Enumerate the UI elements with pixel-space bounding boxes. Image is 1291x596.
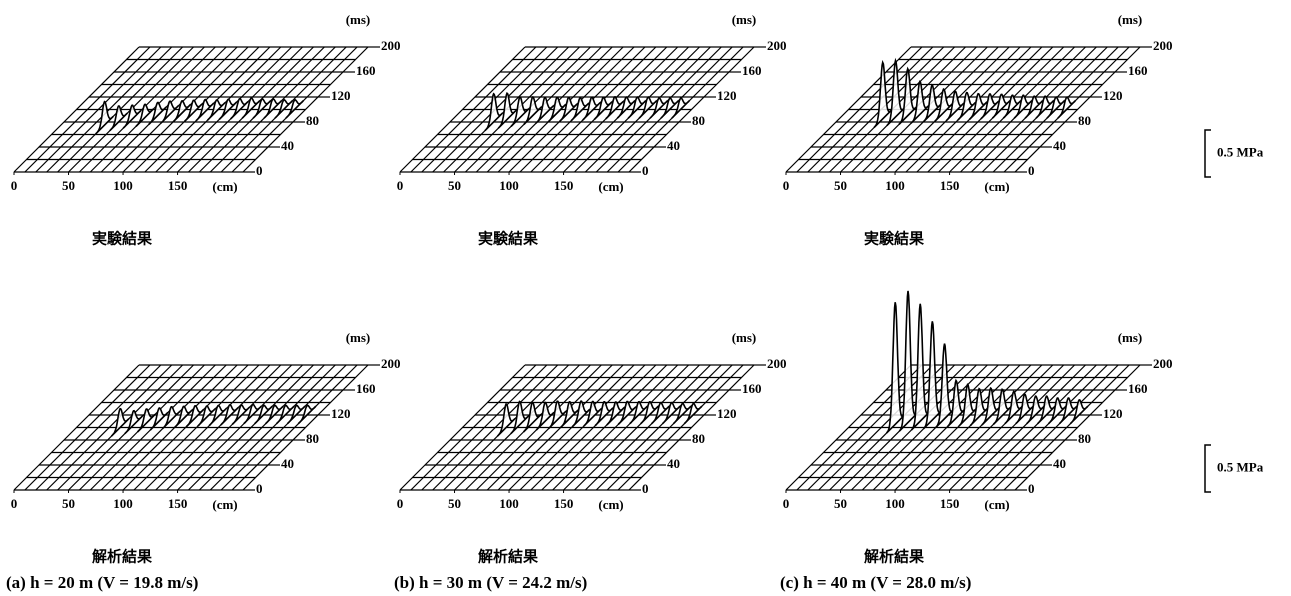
- x-tick-label: 100: [885, 496, 905, 511]
- pressure-pulse: [485, 94, 503, 131]
- y-tick-label: 200: [381, 356, 401, 371]
- panel-title: 解析結果: [92, 548, 153, 566]
- caption: (a) h = 20 m (V = 19.8 m/s): [6, 573, 198, 592]
- x-tick-label: 0: [783, 496, 790, 511]
- y-tick-label: 120: [1103, 406, 1123, 421]
- y-tick-label: 80: [692, 113, 705, 128]
- y-tick-label: 0: [1028, 481, 1035, 496]
- y-axis-label: (ms): [346, 12, 371, 27]
- x-axis-label: (cm): [984, 497, 1009, 512]
- y-tick-label: 200: [1153, 38, 1173, 53]
- figure: 0 40 80 120 160 200 0 50 100 150 (ms) (cm) 実験結果 0 40 80…: [0, 0, 1291, 596]
- panel-title: 解析結果: [478, 548, 539, 566]
- panel-title: 実験結果: [864, 230, 925, 248]
- x-tick-label: 150: [554, 496, 574, 511]
- x-tick-label: 100: [113, 178, 133, 193]
- y-tick-label: 40: [1053, 456, 1066, 471]
- x-tick-label: 0: [397, 178, 404, 193]
- y-tick-label: 160: [1128, 381, 1148, 396]
- y-tick-label: 40: [1053, 138, 1066, 153]
- y-tick-label: 160: [356, 63, 376, 78]
- y-tick-label: 200: [767, 356, 787, 371]
- x-tick-label: 50: [62, 178, 75, 193]
- y-tick-label: 80: [692, 431, 705, 446]
- y-tick-label: 0: [256, 481, 263, 496]
- y-tick-label: 40: [667, 456, 680, 471]
- y-axis-label: (ms): [1118, 330, 1143, 345]
- y-tick-label: 120: [717, 406, 737, 421]
- y-tick-label: 40: [281, 138, 294, 153]
- x-axis-label: (cm): [212, 179, 237, 194]
- y-tick-label: 120: [331, 406, 351, 421]
- x-tick-label: 50: [448, 178, 461, 193]
- x-tick-label: 50: [834, 178, 847, 193]
- y-tick-label: 80: [1078, 431, 1091, 446]
- x-tick-label: 150: [940, 496, 960, 511]
- x-tick-label: 100: [499, 178, 519, 193]
- x-tick-label: 0: [11, 178, 18, 193]
- x-tick-label: 50: [834, 496, 847, 511]
- y-tick-label: 160: [742, 381, 762, 396]
- panel-title: 実験結果: [478, 230, 539, 248]
- x-tick-label: 100: [499, 496, 519, 511]
- y-tick-label: 0: [256, 163, 263, 178]
- y-axis-label: (ms): [1118, 12, 1143, 27]
- y-tick-label: 160: [356, 381, 376, 396]
- panel-title: 解析結果: [864, 548, 925, 566]
- x-tick-label: 50: [448, 496, 461, 511]
- x-axis-label: (cm): [984, 179, 1009, 194]
- x-axis-label: (cm): [598, 179, 623, 194]
- y-tick-label: 200: [767, 38, 787, 53]
- scale-bar-label: 0.5 MPa: [1217, 144, 1264, 159]
- caption: (b) h = 30 m (V = 24.2 m/s): [394, 573, 587, 592]
- y-tick-label: 0: [642, 481, 649, 496]
- caption: (c) h = 40 m (V = 28.0 m/s): [780, 573, 971, 592]
- x-tick-label: 150: [168, 178, 188, 193]
- x-tick-label: 150: [940, 178, 960, 193]
- x-tick-label: 100: [113, 496, 133, 511]
- x-tick-label: 0: [11, 496, 18, 511]
- scale-bar: [1205, 130, 1211, 177]
- x-tick-label: 0: [783, 178, 790, 193]
- y-tick-label: 200: [1153, 356, 1173, 371]
- panel-title: 実験結果: [92, 230, 153, 248]
- y-tick-label: 160: [1128, 63, 1148, 78]
- scale-bar-label: 0.5 MPa: [1217, 459, 1264, 474]
- pressure-pulse: [899, 291, 917, 431]
- y-tick-label: 200: [381, 38, 401, 53]
- y-axis-label: (ms): [346, 330, 371, 345]
- y-tick-label: 0: [642, 163, 649, 178]
- pressure-pulse: [887, 61, 905, 126]
- y-axis-label: (ms): [732, 330, 757, 345]
- y-tick-label: 80: [306, 431, 319, 446]
- y-tick-label: 40: [281, 456, 294, 471]
- y-tick-label: 120: [717, 88, 737, 103]
- y-axis-label: (ms): [732, 12, 757, 27]
- y-tick-label: 0: [1028, 163, 1035, 178]
- x-axis-label: (cm): [598, 497, 623, 512]
- y-tick-label: 160: [742, 63, 762, 78]
- x-tick-label: 150: [554, 178, 574, 193]
- x-tick-label: 50: [62, 496, 75, 511]
- y-tick-label: 40: [667, 138, 680, 153]
- x-axis-label: (cm): [212, 497, 237, 512]
- y-tick-label: 120: [1103, 88, 1123, 103]
- y-tick-label: 120: [331, 88, 351, 103]
- y-tick-label: 80: [306, 113, 319, 128]
- x-tick-label: 100: [885, 178, 905, 193]
- y-tick-label: 80: [1078, 113, 1091, 128]
- scale-bar: [1205, 445, 1211, 492]
- pressure-pulse: [887, 302, 905, 433]
- x-tick-label: 0: [397, 496, 404, 511]
- x-tick-label: 150: [168, 496, 188, 511]
